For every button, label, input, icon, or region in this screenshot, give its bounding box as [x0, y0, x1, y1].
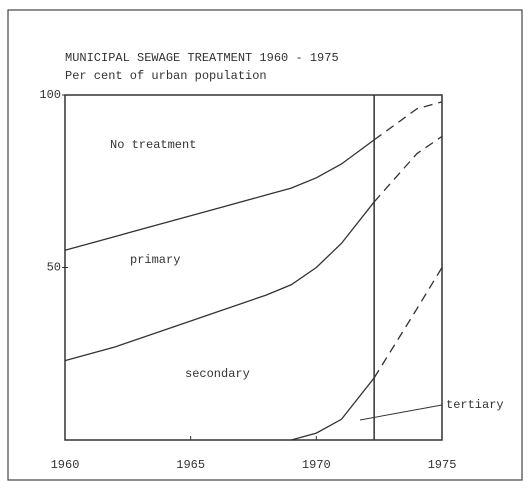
- y-tick-label: 100: [39, 88, 61, 102]
- y-tick-label: 50: [47, 261, 61, 275]
- curve: [64, 201, 375, 362]
- region-label: tertiary: [446, 398, 504, 412]
- projected-curve: [373, 267, 443, 379]
- x-tick-label: 1975: [428, 458, 457, 472]
- x-tick-label: 1965: [176, 458, 205, 472]
- projected-curve: [373, 135, 443, 203]
- chart-title: MUNICIPAL SEWAGE TREATMENT 1960 - 1975: [65, 51, 339, 65]
- picture-frame: [7, 9, 523, 481]
- projected-curve: [373, 101, 443, 141]
- x-tick-label: 1960: [51, 458, 80, 472]
- region-label: primary: [130, 253, 180, 267]
- region-label: secondary: [185, 367, 250, 381]
- leader-line: [359, 404, 443, 421]
- curve: [64, 139, 375, 251]
- x-tick-label: 1970: [302, 458, 331, 472]
- chart-subtitle: Per cent of urban population: [65, 69, 267, 83]
- curve: [291, 377, 375, 441]
- region-label: No treatment: [110, 138, 196, 152]
